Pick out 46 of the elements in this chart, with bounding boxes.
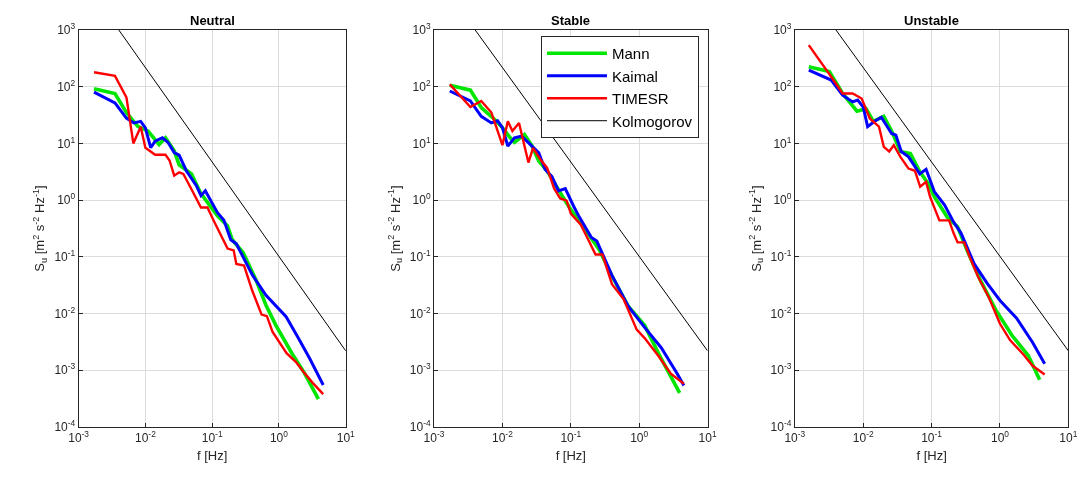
x-axis-title: f [Hz] [555,448,586,463]
y-tick-label: 10$^{2}$ [57,77,76,94]
y-tick-label: 10$^{2}$ [773,77,792,94]
x-tick-label: 10$^{0}$ [269,429,289,446]
y-tick-label: 10$^{1}$ [412,134,431,151]
y-tick-label: 10$^{1}$ [773,134,792,151]
y-tick-label: 10$^{-1}$ [54,248,76,265]
y-tick-label: 10$^{-3}$ [770,361,792,378]
legend-label: Mann [611,45,650,63]
x-tick-label: 10$^{-2}$ [134,429,157,446]
x-tick-label: 10$^{-2}$ [852,429,874,446]
y-tick-label: 10$^{0}$ [57,191,76,208]
y-tick-label: 10$^{2}$ [412,77,431,94]
x-tick-label: 10$^{0}$ [990,429,1010,446]
x-tick-label: 10$^{1}$ [698,429,717,446]
y-tick-label: 10$^{3}$ [57,21,76,38]
y-tick-label: 10$^{-1}$ [409,248,431,265]
y-tick-label: 10$^{-1}$ [770,248,792,265]
x-tick-label: 10$^{1}$ [336,429,356,446]
x-axis-title: f [Hz] [916,448,947,463]
x-tick-label: 10$^{-3}$ [784,429,806,446]
legend-label: Kolmogorov [611,112,693,130]
chart-title: Neutral [190,13,235,28]
chart-title: Unstable [904,13,959,28]
y-tick-label: 10$^{0}$ [773,191,792,208]
y-tick-label: 10$^{3}$ [773,21,792,38]
legend-label: Kaimal [611,67,658,85]
y-tick-label: 10$^{-3}$ [54,361,76,378]
y-tick-label: 10$^{-3}$ [409,361,431,378]
x-tick-label: 10$^{-1}$ [560,429,582,446]
x-tick-label: 10$^{-3}$ [423,429,445,446]
x-tick-label: 10$^{-1}$ [921,429,943,446]
x-tick-label: 10$^{0}$ [630,429,649,446]
y-tick-label: 10$^{-2}$ [409,304,431,321]
y-tick-label: 10$^{0}$ [412,191,431,208]
y-tick-label: 10$^{3}$ [412,21,431,38]
y-tick-label: 10$^{-2}$ [54,304,76,321]
y-tick-label: 10$^{1}$ [57,134,76,151]
x-tick-label: 10$^{-2}$ [492,429,514,446]
x-tick-label: 10$^{-3}$ [68,429,90,446]
y-tick-label: 10$^{-2}$ [770,304,792,321]
x-tick-label: 10$^{1}$ [1059,429,1078,446]
chart-title: Stable [551,13,591,28]
x-tick-label: 10$^{-1}$ [201,429,223,446]
legend-label: TIMESR [611,90,669,108]
x-axis-title: f [Hz] [197,448,228,463]
